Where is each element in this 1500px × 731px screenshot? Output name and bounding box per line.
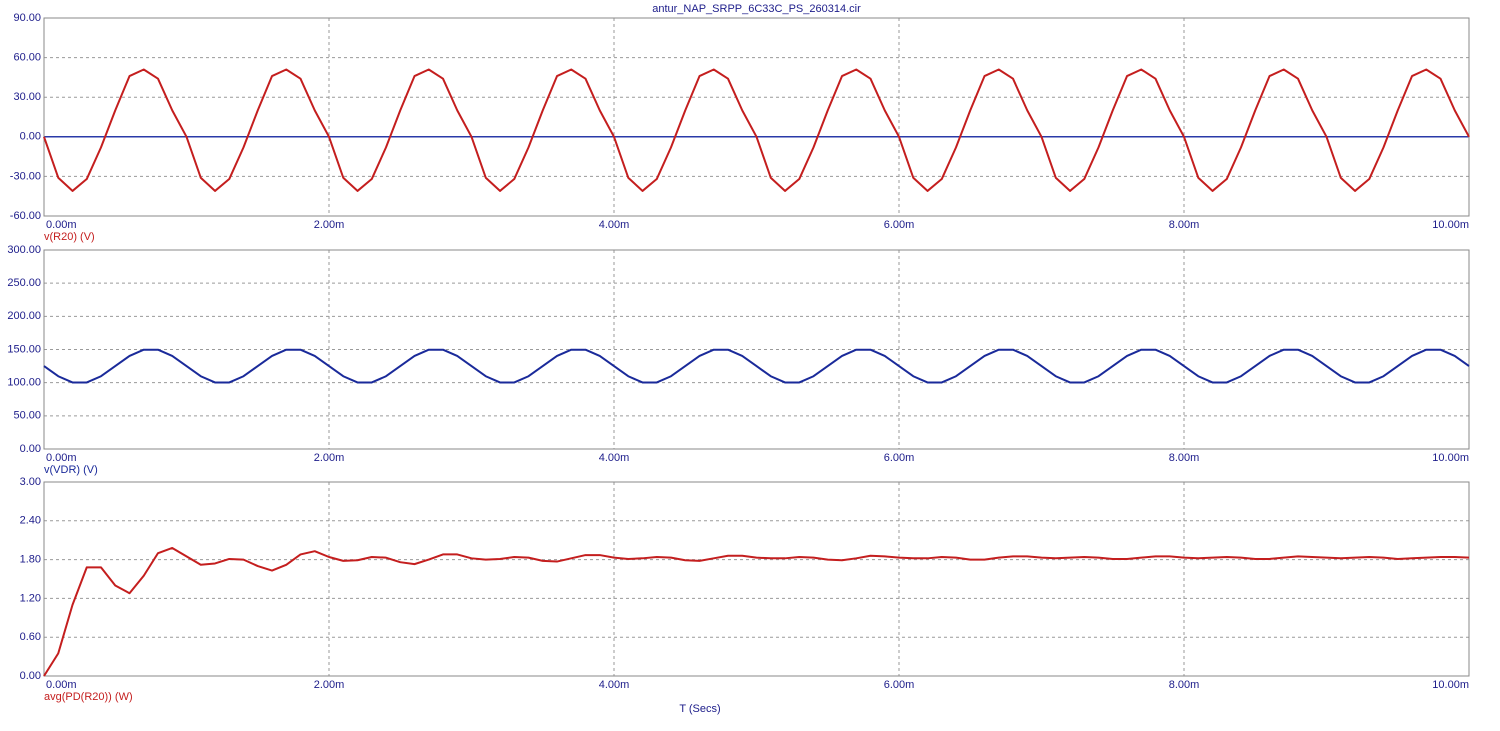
x-tick-label: 6.00m <box>884 452 915 464</box>
x-tick-label: 0.00m <box>46 679 77 691</box>
x-tick-label: 10.00m <box>1432 679 1469 691</box>
x-tick-label: 4.00m <box>599 679 630 691</box>
series-name: v(VDR) (V) <box>44 464 98 476</box>
series-name: v(R20) (V) <box>44 231 95 243</box>
y-tick-label: 200.00 <box>7 310 41 322</box>
y-tick-label: -30.00 <box>10 170 41 182</box>
y-tick-label: 0.60 <box>20 631 41 643</box>
plot-frame <box>43 249 1470 450</box>
x-tick-label: 4.00m <box>599 452 630 464</box>
x-tick-label: 2.00m <box>314 452 345 464</box>
y-tick-label: 100.00 <box>7 377 41 389</box>
y-tick-label: 0.00 <box>20 131 41 143</box>
x-tick-label: 6.00m <box>884 679 915 691</box>
y-tick-label: -60.00 <box>10 210 41 222</box>
series-line <box>43 546 1470 677</box>
x-tick-label: 4.00m <box>599 219 630 231</box>
y-tick-label: 0.00 <box>20 443 41 455</box>
y-tick-label: 150.00 <box>7 343 41 355</box>
y-tick-label: 90.00 <box>13 12 41 24</box>
x-tick-label: 8.00m <box>1169 679 1200 691</box>
plot-frame <box>43 17 1470 217</box>
y-tick-label: 250.00 <box>7 277 41 289</box>
y-tick-label: 0.00 <box>20 670 41 682</box>
x-axis-label: T (Secs) <box>679 703 720 715</box>
plot-frame <box>43 481 1470 677</box>
series-name: avg(PD(R20)) (W) <box>44 691 133 703</box>
x-tick-label: 10.00m <box>1432 452 1469 464</box>
y-tick-label: 3.00 <box>20 476 41 488</box>
y-tick-label: 1.80 <box>20 554 41 566</box>
x-tick-label: 0.00m <box>46 452 77 464</box>
chart-title: antur_NAP_SRPP_6C33C_PS_260314.cir <box>652 3 861 15</box>
x-tick-label: 0.00m <box>46 219 77 231</box>
y-tick-label: 2.40 <box>20 515 41 527</box>
x-tick-label: 2.00m <box>314 219 345 231</box>
y-tick-label: 50.00 <box>13 410 41 422</box>
y-tick-label: 30.00 <box>13 91 41 103</box>
x-tick-label: 2.00m <box>314 679 345 691</box>
x-tick-label: 6.00m <box>884 219 915 231</box>
series-line <box>43 348 1470 384</box>
x-tick-label: 10.00m <box>1432 219 1469 231</box>
y-tick-label: 60.00 <box>13 52 41 64</box>
x-tick-label: 8.00m <box>1169 452 1200 464</box>
y-tick-label: 1.20 <box>20 592 41 604</box>
series-line <box>43 68 1470 192</box>
y-tick-label: 300.00 <box>7 244 41 256</box>
x-tick-label: 8.00m <box>1169 219 1200 231</box>
